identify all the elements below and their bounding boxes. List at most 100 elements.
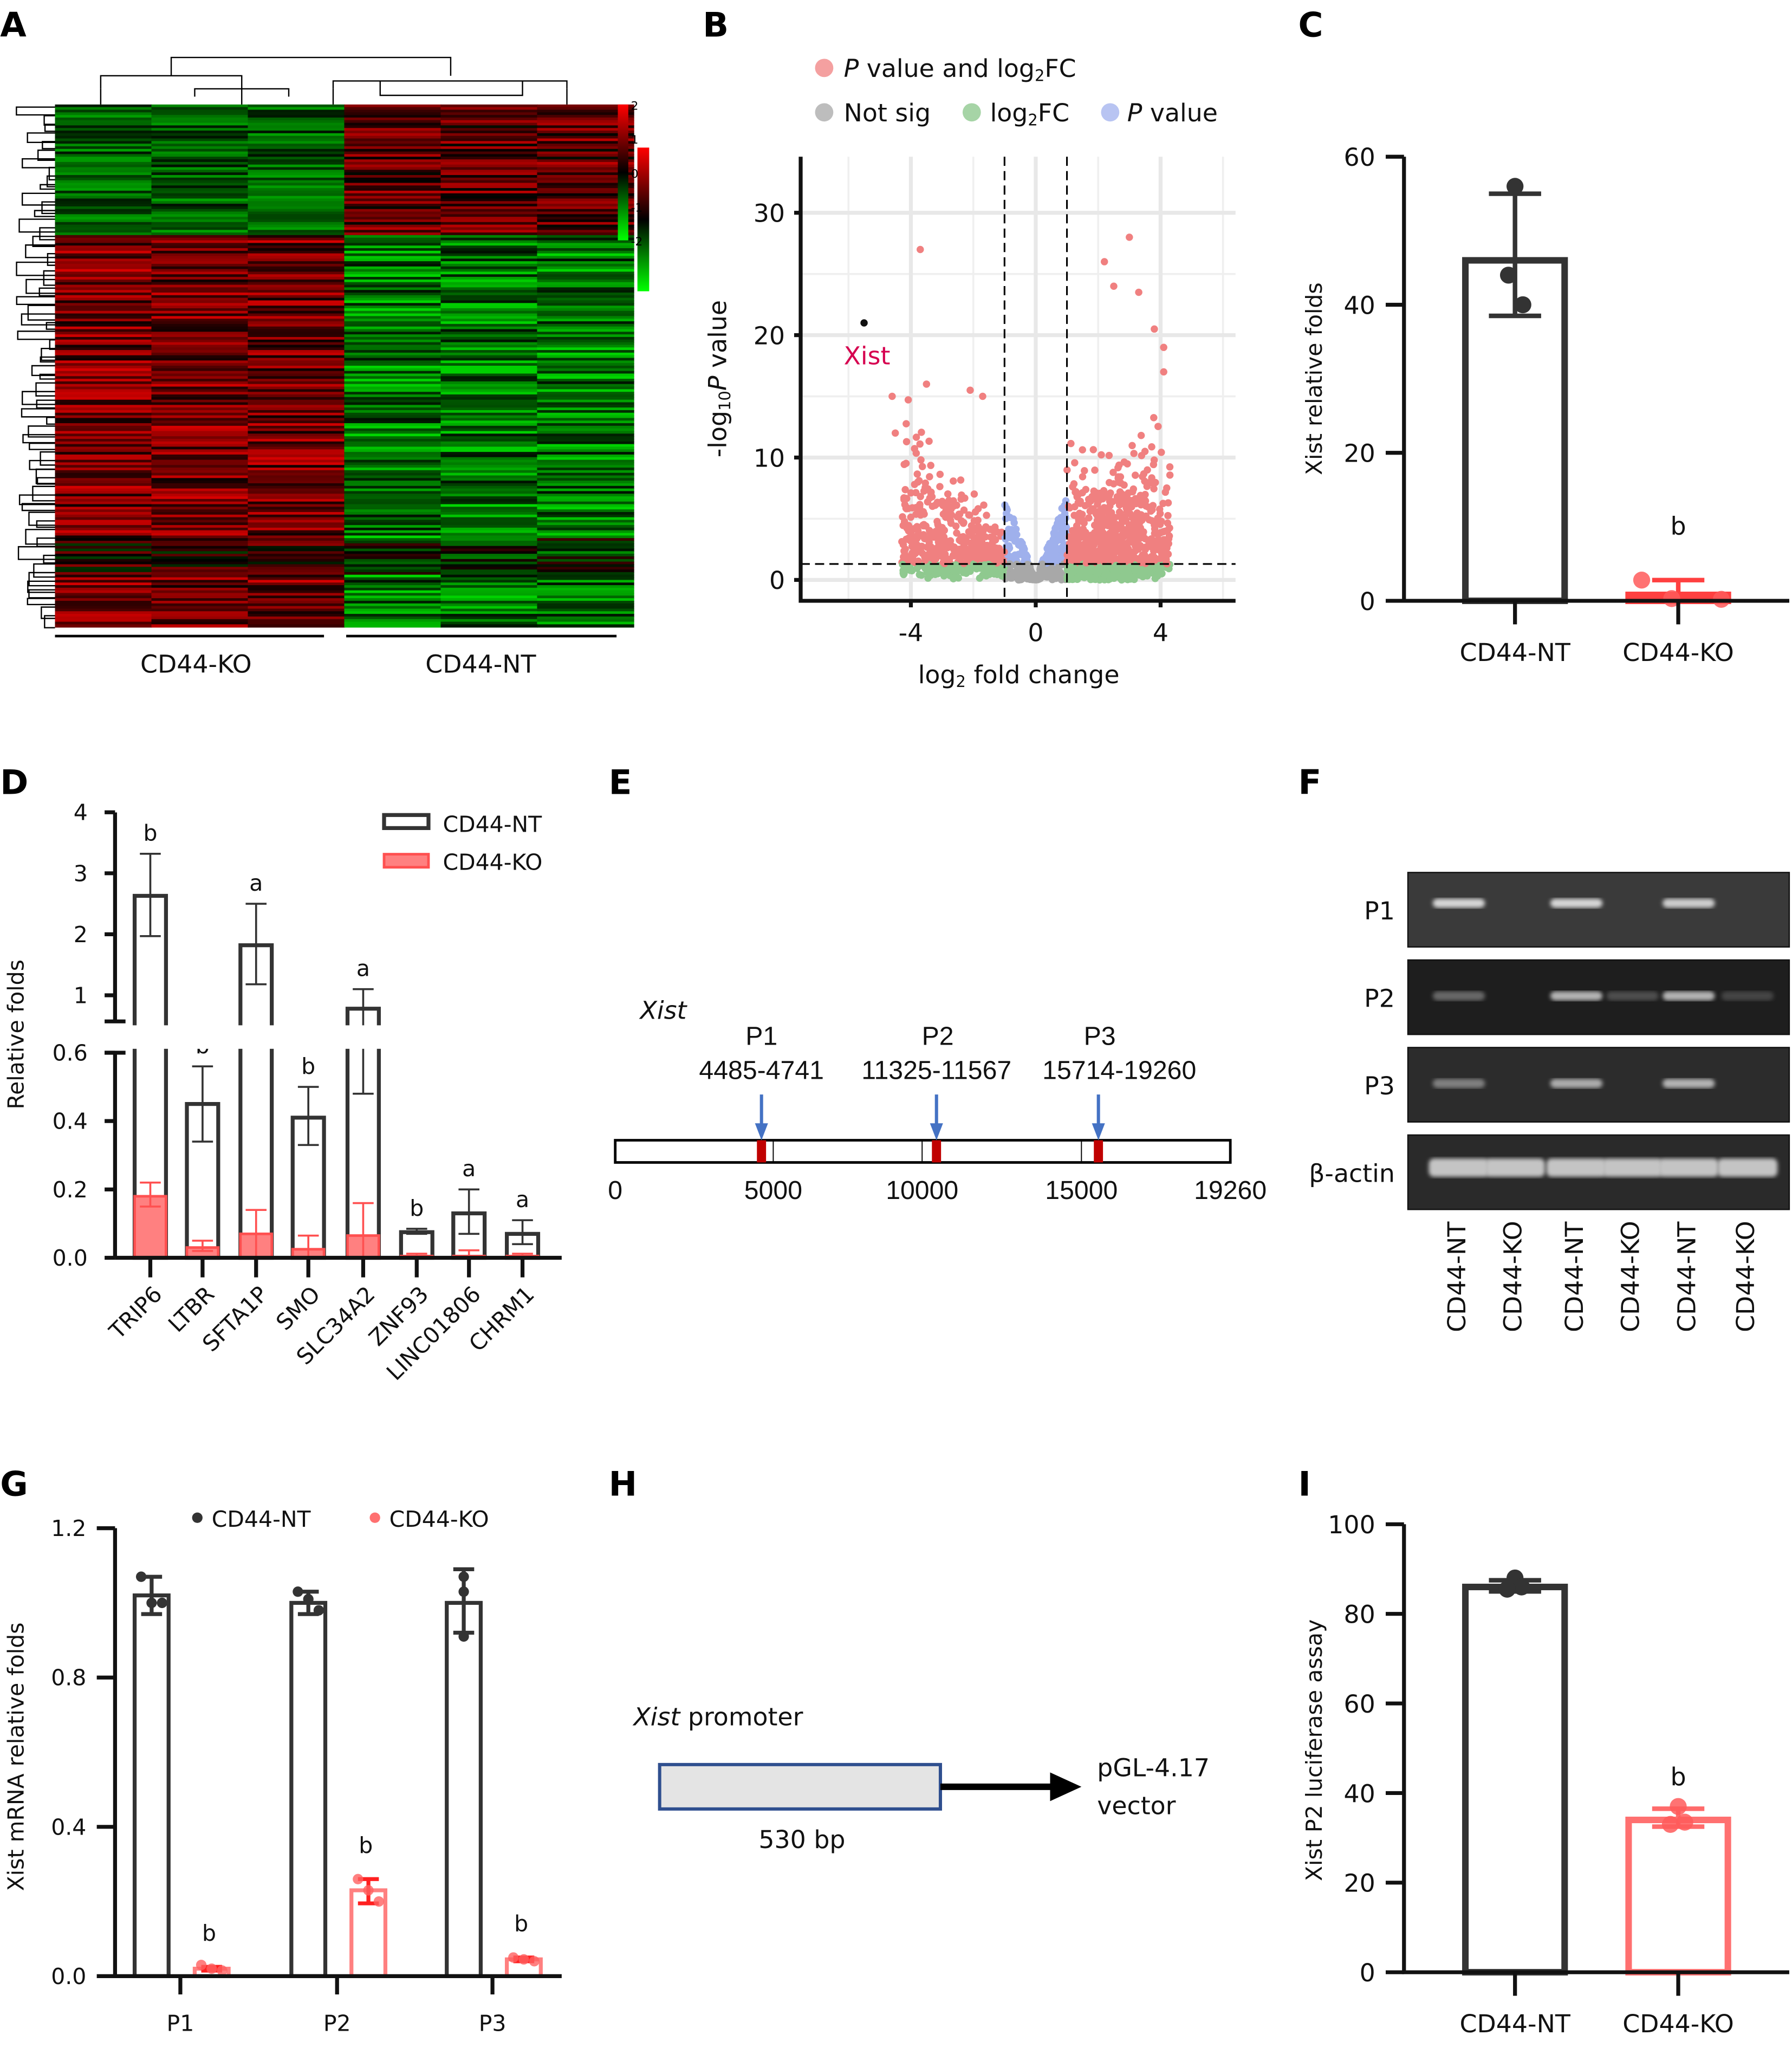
y-tick-label: 30 [754, 199, 785, 228]
heatmap-cell [537, 504, 634, 508]
heatmap-cell [151, 449, 249, 453]
heatmap-cell [55, 345, 152, 348]
heatmap-cell [151, 204, 249, 208]
heatmap-cell [440, 235, 538, 238]
dendrogram-branch [34, 210, 55, 217]
y-tick-label: 0.8 [51, 1665, 86, 1691]
volcano-point [1084, 571, 1092, 578]
heatmap-cell [55, 512, 152, 516]
volcano-point [914, 557, 922, 565]
heatmap-cell [55, 144, 152, 147]
volcano-point [1073, 529, 1081, 537]
volcano-point [1091, 466, 1099, 474]
panel-label-b: B [703, 5, 729, 45]
heatmap-cell [440, 172, 538, 176]
heatmap-cell [344, 157, 441, 160]
heatmap-cell [440, 600, 538, 604]
heatmap-cell [344, 376, 441, 380]
heatmap-cell [55, 556, 152, 560]
heatmap-cell [440, 509, 538, 513]
heatmap-cell [537, 214, 634, 218]
y-tick-label: 60 [1343, 142, 1375, 172]
heatmap-cell [55, 608, 152, 612]
heatmap-cell [55, 306, 152, 309]
heatmap-cell [537, 245, 634, 249]
heatmap-cell [344, 175, 441, 179]
vector-name-line2: vector [1097, 1791, 1176, 1820]
legend-label-ko: CD44-KO [443, 850, 542, 876]
heatmap-cell [344, 368, 441, 372]
dendrogram-branch [21, 158, 55, 168]
volcano-point [950, 477, 957, 485]
heatmap-cell [151, 483, 249, 487]
heatmap-cell [344, 214, 441, 218]
y-tick-label: 100 [1328, 1510, 1375, 1539]
heatmap-cell [344, 373, 441, 377]
heatmap-cell [344, 525, 441, 529]
heatmap-cell [248, 135, 345, 139]
heatmap-cell [537, 522, 634, 526]
heatmap-cell [248, 112, 345, 116]
heatmap-cell [248, 347, 345, 351]
volcano-point [919, 531, 927, 539]
data-point [1514, 296, 1531, 314]
y-tick-label: 40 [1343, 1779, 1375, 1808]
heatmap-cell [344, 274, 441, 278]
volcano-point [1095, 537, 1102, 545]
heatmap-cell [248, 483, 345, 487]
heatmap-cell [537, 256, 634, 260]
volcano-point [1095, 564, 1103, 572]
heatmap-cell [55, 122, 152, 126]
heatmap-cell [248, 590, 345, 594]
heatmap-cell [248, 457, 345, 461]
heatmap-cell [537, 517, 634, 521]
heatmap-cell [248, 269, 345, 273]
heatmap-cell [440, 585, 538, 589]
data-point [518, 1954, 529, 1965]
heatmap-cell [248, 446, 345, 450]
dendrogram-branch [46, 175, 55, 187]
volcano-point [1095, 496, 1103, 504]
volcano-point [974, 505, 982, 513]
heatmap-cell [537, 287, 634, 291]
volcano-point [1129, 522, 1137, 530]
heatmap-cell [440, 619, 538, 623]
heatmap-cell [55, 462, 152, 466]
heatmap-cell [440, 405, 538, 409]
heatmap-cell [55, 167, 152, 171]
heatmap-cell [151, 517, 249, 521]
heatmap-cell [440, 541, 538, 545]
volcano-point [1093, 523, 1100, 531]
heatmap-cell [151, 310, 249, 314]
heatmap-cell [440, 587, 538, 591]
heatmap-cell [440, 548, 538, 552]
heatmap-cell [55, 593, 152, 597]
volcano-point [1048, 550, 1056, 558]
heatmap-cell [55, 206, 152, 210]
heatmap-cell [55, 217, 152, 221]
heatmap-cell [537, 410, 634, 413]
heatmap-cell [248, 180, 345, 184]
heatmap-cell [151, 572, 249, 575]
volcano-point [1070, 540, 1078, 548]
heatmap-cell [55, 538, 152, 542]
y-tick-label: 0 [1360, 1958, 1375, 1987]
heatmap-cell [537, 135, 634, 139]
gel-band [1658, 1158, 1719, 1177]
heatmap-cell [537, 211, 634, 215]
heatmap-cell [151, 559, 249, 562]
heatmap-cell [537, 488, 634, 492]
volcano-point [1150, 414, 1158, 422]
heatmap-cell [344, 332, 441, 335]
error-bar-nt [512, 1219, 533, 1246]
volcano-point [888, 392, 896, 400]
heatmap-cell [151, 222, 249, 225]
heatmap-cell [248, 621, 345, 625]
dendrogram-branch [25, 278, 55, 294]
volcano-point [903, 420, 910, 427]
heatmap-cell [151, 425, 249, 429]
heatmap-cell [537, 402, 634, 406]
heatmap-cell [537, 342, 634, 346]
bar-cd44-ko [1625, 1817, 1731, 1976]
heatmap-cell [151, 217, 249, 221]
